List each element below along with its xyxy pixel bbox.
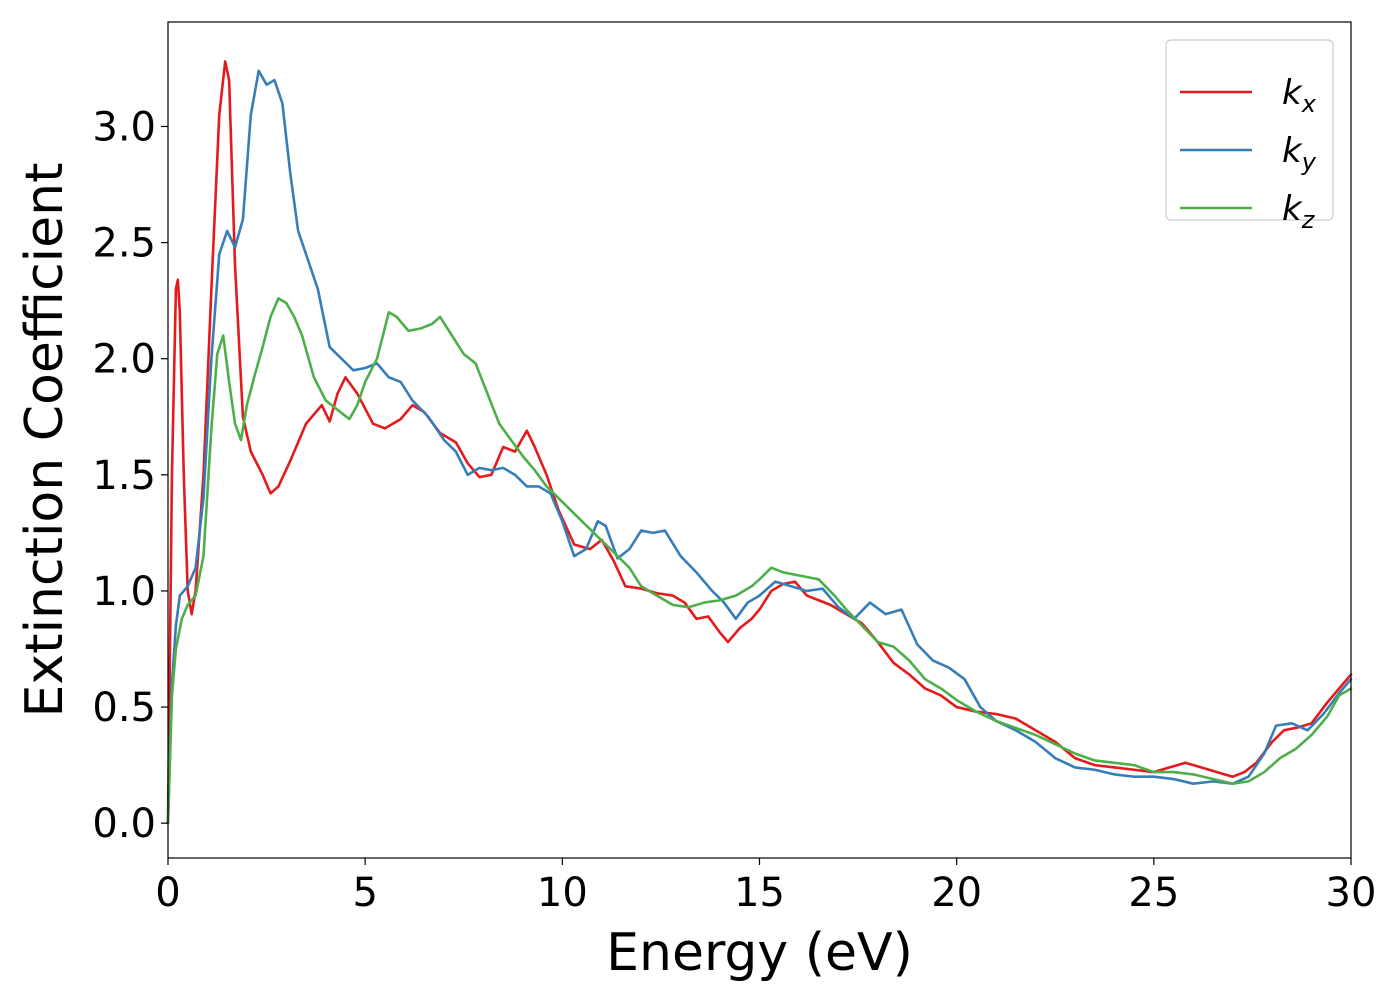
x-axis-ticks: 0 5 10 15 20 25 30 (155, 858, 1376, 916)
series-line-k-x (166, 60, 1353, 825)
legend-label-k-y: ky (1282, 131, 1317, 176)
legend: kx ky kz (1165, 39, 1334, 234)
y-axis-title: Extinction Coefficient (15, 163, 75, 718)
x-axis-title: Energy (eV) (606, 923, 913, 983)
series-line-k-y (166, 69, 1353, 825)
y-tick-label: 3.0 (92, 105, 156, 151)
x-tick-label: 15 (734, 870, 785, 916)
series-line-k-z (166, 297, 1353, 825)
y-axis-ticks: 0.0 0.5 1.0 1.5 2.0 2.5 3.0 (92, 105, 168, 847)
y-tick-label: 2.0 (92, 337, 156, 383)
x-tick-label: 25 (1128, 870, 1179, 916)
legend-label-k-x: kx (1282, 73, 1317, 118)
y-tick-label: 1.0 (92, 569, 156, 615)
series-layer (166, 60, 1353, 825)
x-tick-label: 5 (352, 870, 377, 916)
legend-label-k-z: kz (1282, 189, 1316, 234)
y-tick-label: 2.5 (92, 221, 156, 267)
legend-box (1165, 39, 1334, 221)
y-tick-label: 0.0 (92, 801, 156, 847)
x-tick-label: 30 (1326, 870, 1377, 916)
x-tick-label: 10 (537, 870, 588, 916)
y-tick-label: 1.5 (92, 453, 156, 499)
x-tick-label: 20 (931, 870, 982, 916)
x-tick-label: 0 (155, 870, 180, 916)
y-tick-label: 0.5 (92, 685, 156, 731)
